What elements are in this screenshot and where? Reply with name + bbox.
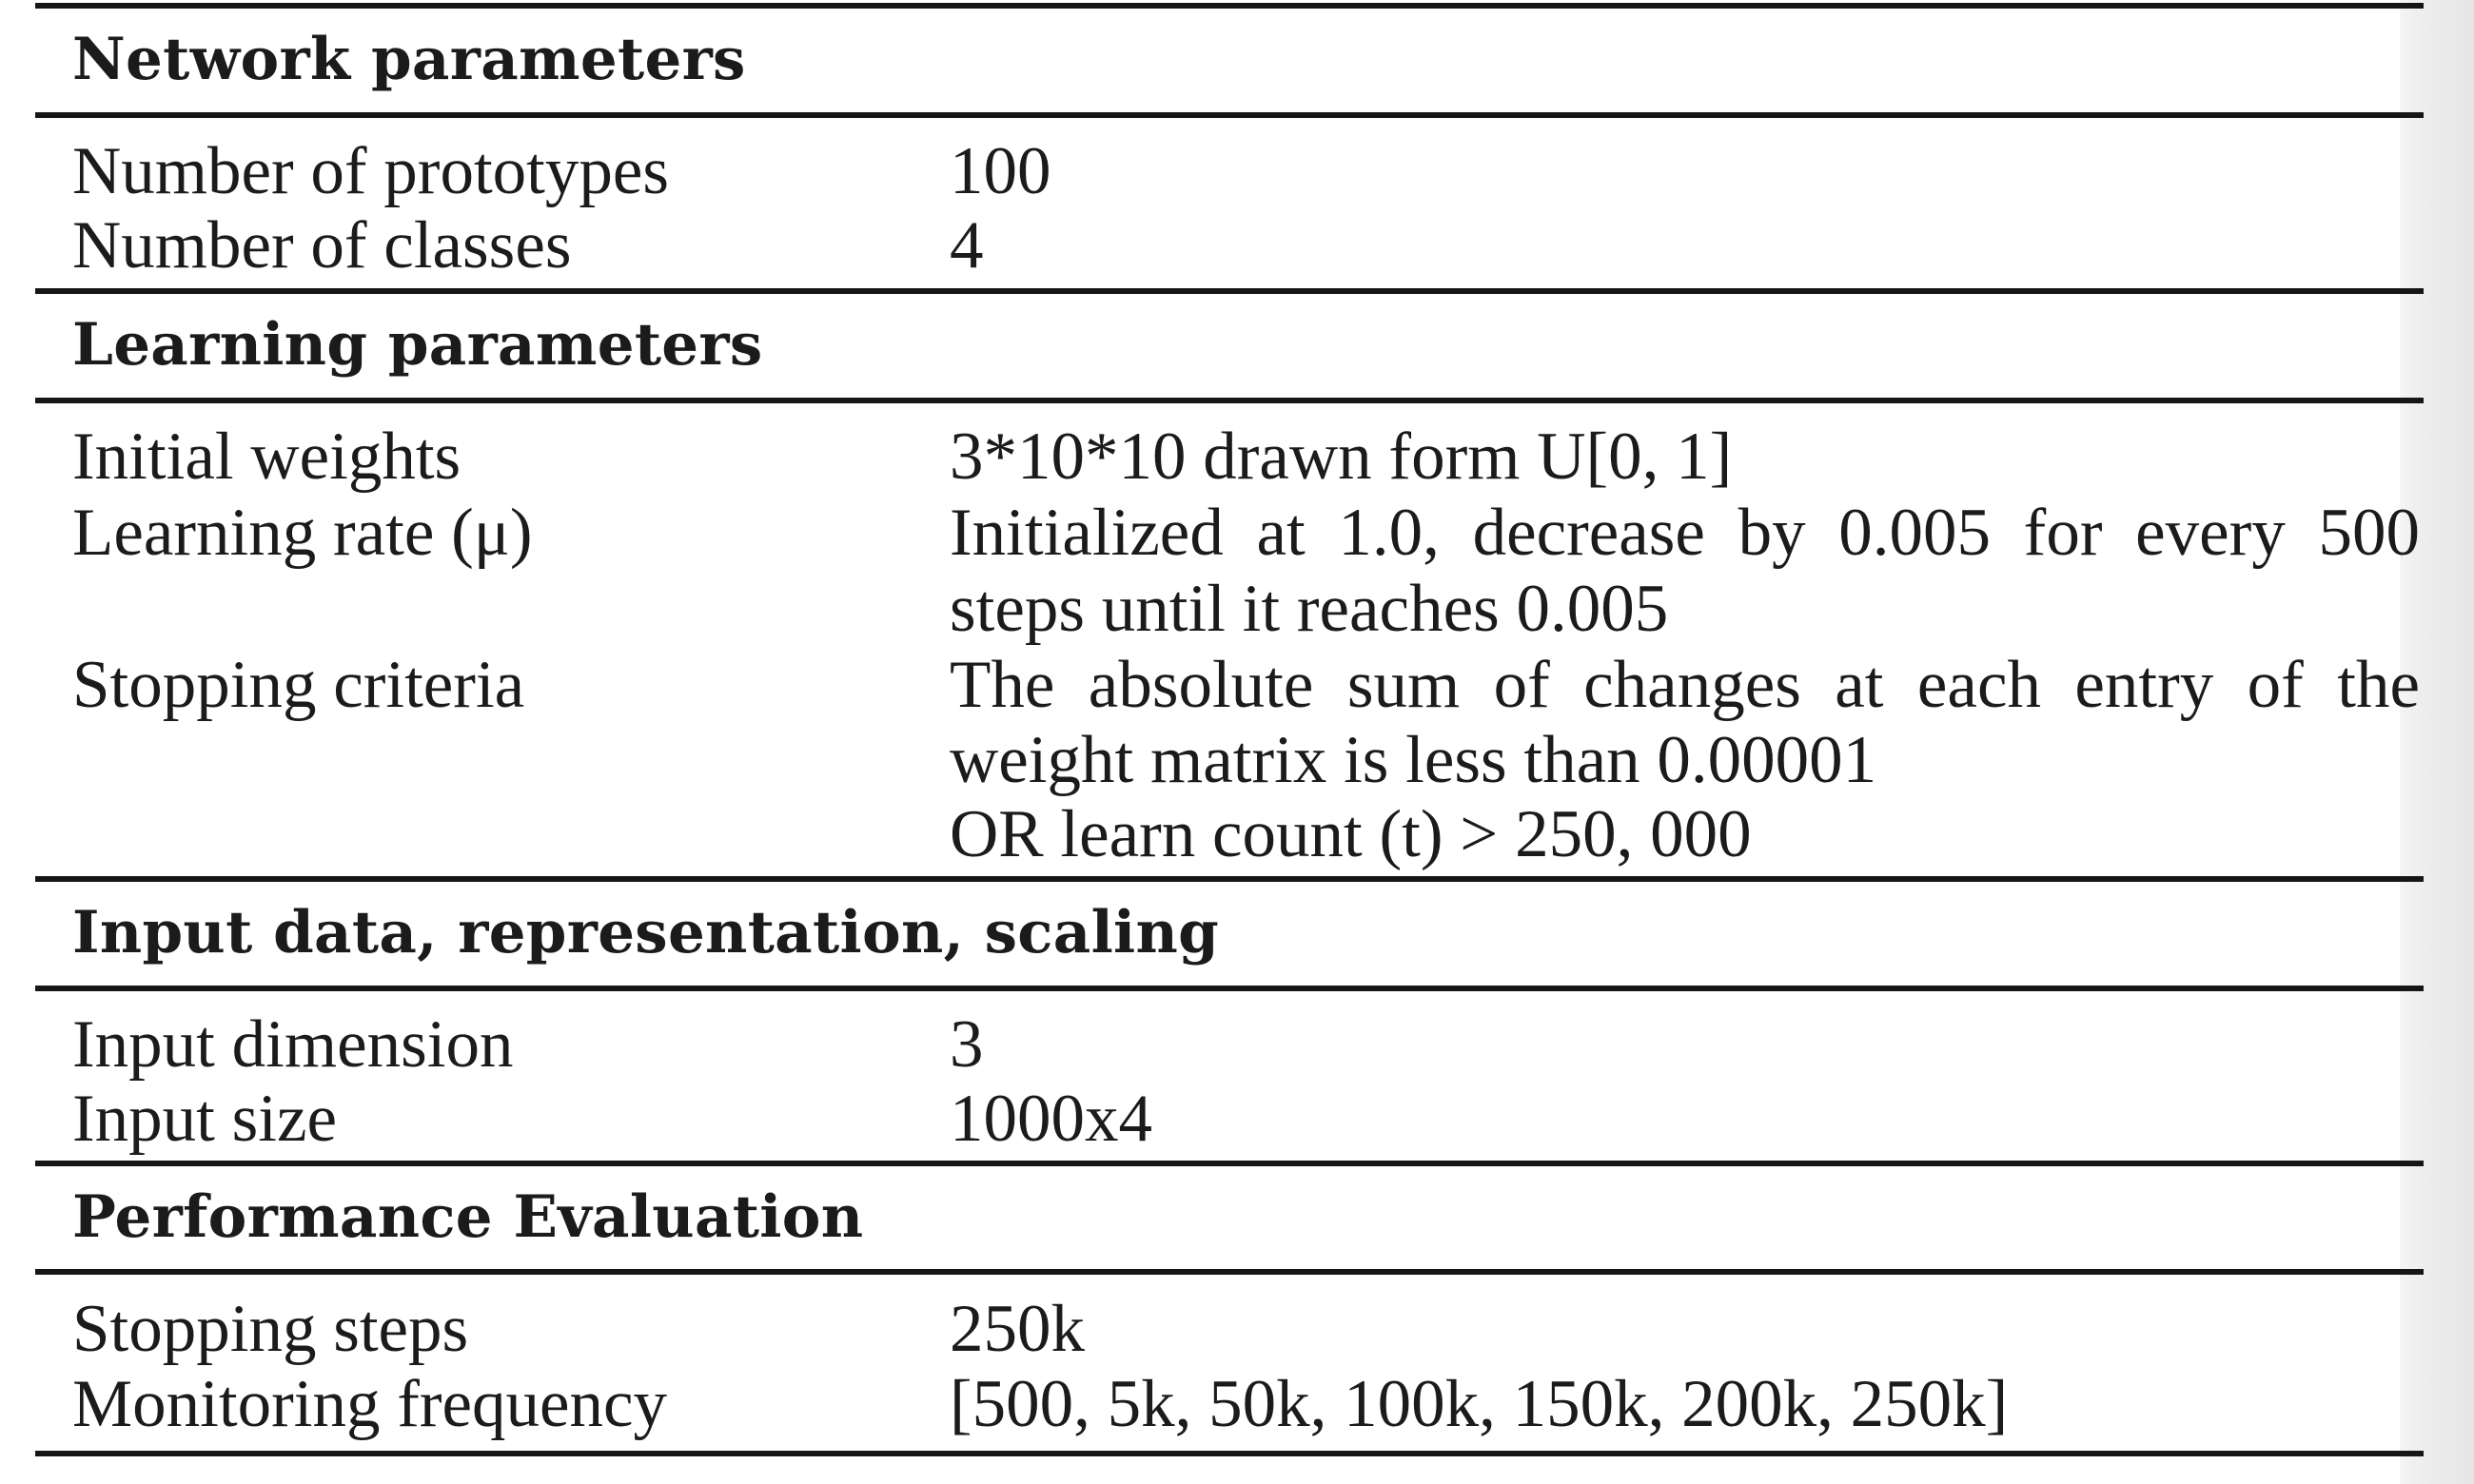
param-value-learning-rate-line-2: steps until it reaches 0.005 bbox=[950, 572, 1669, 646]
page-edge-shadow bbox=[2400, 0, 2474, 1484]
section-rule bbox=[35, 112, 2424, 118]
param-value-classes: 4 bbox=[950, 208, 984, 283]
param-value-stopping-criteria-line-3: OR learn count (t) > 250, 000 bbox=[950, 797, 1752, 871]
param-name-prototypes: Number of prototypes bbox=[72, 134, 670, 208]
section-rule bbox=[35, 1269, 2424, 1275]
param-value-monitoring-frequency: [500, 5k, 50k, 100k, 150k, 200k, 250k] bbox=[950, 1367, 2009, 1441]
param-value-initial-weights: 3*10*10 drawn form U[0, 1] bbox=[950, 420, 1733, 494]
param-name-stopping-criteria: Stopping criteria bbox=[72, 648, 525, 722]
param-name-learning-rate: Learning rate (μ) bbox=[72, 496, 533, 570]
param-value-learning-rate-line-1: Initialized at 1.0, decrease by 0.005 fo… bbox=[950, 496, 2420, 570]
param-name-classes: Number of classes bbox=[72, 208, 572, 283]
param-name-input-size: Input size bbox=[72, 1082, 338, 1156]
table-bottom-rule bbox=[35, 1451, 2424, 1456]
param-value-stopping-steps: 250k bbox=[950, 1292, 1085, 1366]
param-name-input-dimension: Input dimension bbox=[72, 1007, 514, 1082]
param-name-monitoring-frequency: Monitoring frequency bbox=[72, 1367, 668, 1441]
parameter-table: Network parameters Number of prototypes … bbox=[35, 0, 2424, 1484]
section-rule bbox=[35, 986, 2424, 991]
section-rule bbox=[35, 876, 2424, 882]
param-value-input-dimension: 3 bbox=[950, 1007, 984, 1082]
section-heading-input-data: Input data, representation, scaling bbox=[72, 899, 1220, 967]
section-rule bbox=[35, 288, 2424, 294]
param-value-input-size: 1000x4 bbox=[950, 1082, 1152, 1156]
param-name-stopping-steps: Stopping steps bbox=[72, 1292, 469, 1366]
section-rule bbox=[35, 1161, 2424, 1166]
param-value-stopping-criteria-line-1: The absolute sum of changes at each entr… bbox=[950, 648, 2420, 722]
section-heading-learning: Learning parameters bbox=[72, 311, 763, 379]
section-rule bbox=[35, 398, 2424, 403]
param-value-prototypes: 100 bbox=[950, 134, 1051, 208]
section-heading-performance: Performance Evaluation bbox=[72, 1183, 864, 1251]
param-value-stopping-criteria-line-2: weight matrix is less than 0.00001 bbox=[950, 723, 1877, 797]
table-top-rule bbox=[35, 3, 2424, 9]
section-heading-network: Network parameters bbox=[72, 26, 746, 93]
param-name-initial-weights: Initial weights bbox=[72, 420, 461, 494]
